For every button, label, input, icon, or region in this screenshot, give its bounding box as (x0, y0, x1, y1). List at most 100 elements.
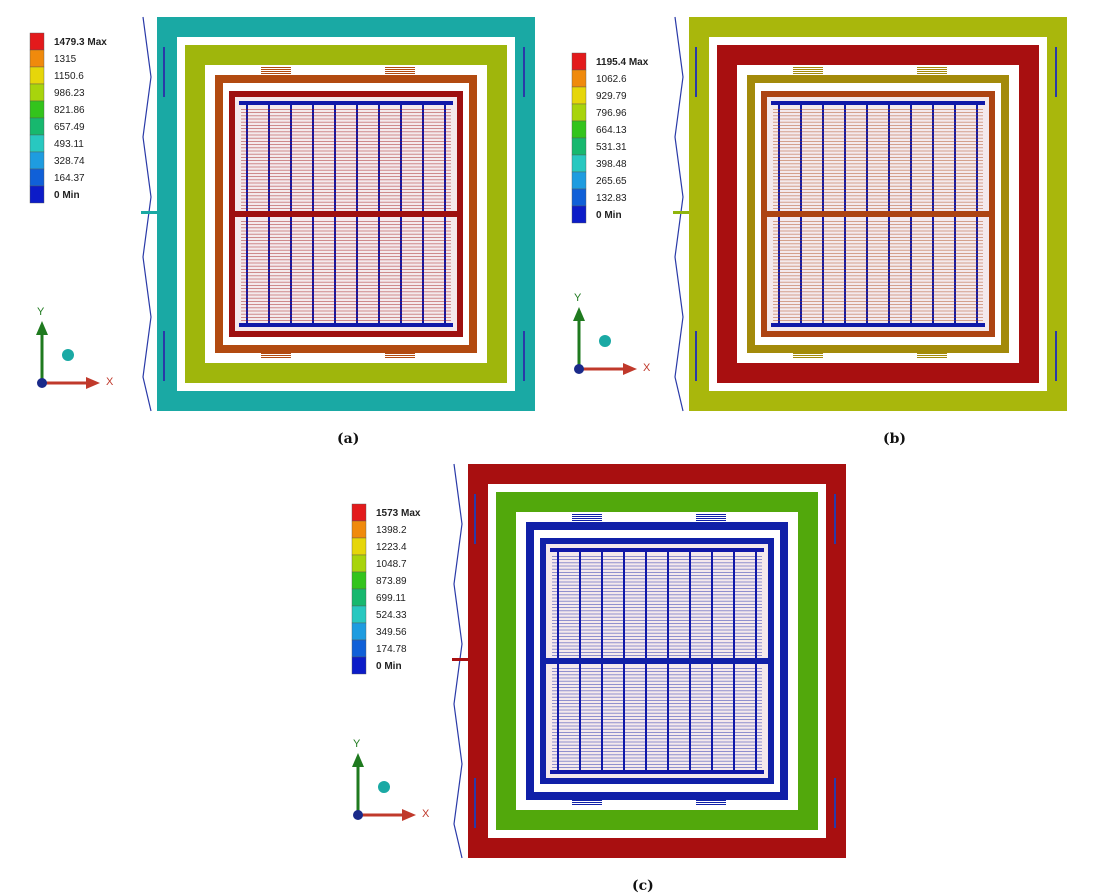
comb-pad-finger (793, 67, 823, 68)
legend-swatch (351, 605, 367, 624)
comb-finger (552, 748, 762, 749)
comb-pad-finger (261, 69, 291, 70)
legend-swatch (571, 188, 587, 207)
legend-swatch (571, 103, 587, 122)
comb-finger (552, 680, 762, 682)
comb-finger (773, 166, 983, 168)
legend-swatch (571, 120, 587, 139)
comb-beam (866, 217, 868, 323)
comb-finger (773, 310, 983, 312)
comb-finger (773, 185, 983, 187)
comb-finger (552, 738, 762, 740)
legend-b-value-6: 398.48 (596, 159, 627, 170)
comb-beam (400, 217, 402, 323)
comb-beam (378, 105, 380, 211)
comb-beam (623, 664, 625, 770)
legend-c-value-9: 0 Min (376, 661, 402, 672)
bottom-bar (550, 770, 764, 774)
comb-finger (241, 320, 451, 321)
comb-finger (241, 317, 451, 318)
comb-finger (552, 671, 762, 672)
comb-finger (773, 262, 983, 264)
comb-beam (422, 105, 424, 211)
comb-beam (601, 664, 603, 770)
comb-finger (773, 233, 983, 235)
legend-swatch (351, 571, 367, 590)
legend-a-value-8: 164.37 (54, 173, 85, 184)
comb-finger (241, 310, 451, 312)
comb-pad-finger (385, 355, 415, 356)
comb-finger (773, 134, 983, 136)
comb-pad-finger (261, 355, 291, 356)
comb-finger (241, 173, 451, 174)
legend-swatch (29, 117, 45, 136)
comb-finger (773, 320, 983, 321)
center-bar (546, 658, 768, 664)
comb-finger (241, 221, 451, 222)
comb-finger (241, 115, 451, 117)
comb-finger (773, 137, 983, 139)
axis-triad-c: Y X (352, 738, 430, 821)
comb-beam (667, 552, 669, 658)
comb-finger (773, 163, 983, 165)
comb-finger (552, 559, 762, 560)
side-spring (695, 331, 697, 381)
comb-finger (241, 118, 451, 120)
comb-pad-finger (917, 351, 947, 352)
comb-beam (557, 664, 559, 770)
comb-finger (773, 208, 983, 209)
comb-finger (241, 208, 451, 209)
comb-pad-finger (572, 802, 602, 803)
comb-pad-finger (385, 353, 415, 354)
comb-finger (773, 313, 983, 315)
comb-finger (773, 249, 983, 251)
side-spring (523, 47, 525, 97)
comb-finger (241, 304, 451, 305)
comb-finger (241, 230, 451, 232)
comb-beam (954, 105, 956, 211)
legend-c-value-1: 1398.2 (376, 525, 407, 536)
side-spring (834, 778, 836, 828)
comb-finger (241, 262, 451, 264)
comb-finger (773, 182, 983, 184)
comb-finger (773, 205, 983, 206)
comb-beam (778, 105, 780, 211)
comb-finger (241, 313, 451, 315)
legend-swatch (29, 32, 45, 51)
comb-beam (932, 105, 934, 211)
comb-finger (773, 253, 983, 254)
comb-beam (954, 217, 956, 323)
comb-finger (241, 269, 451, 270)
comb-finger (552, 716, 762, 717)
comb-beam (557, 552, 559, 658)
comb-finger (552, 620, 762, 621)
comb-pad-finger (917, 67, 947, 68)
comb-finger (241, 128, 451, 129)
legend-a-value-2: 1150.6 (54, 71, 84, 82)
comb-finger (773, 141, 983, 142)
comb-beam (910, 105, 912, 211)
comb-finger (552, 709, 762, 711)
comb-pad-finger (572, 518, 602, 519)
comb-finger (241, 137, 451, 139)
comb-finger (241, 198, 451, 200)
comb-pad-finger (917, 349, 947, 350)
comb-finger (241, 144, 451, 145)
comb-beam (667, 664, 669, 770)
axis-x-label: X (643, 362, 651, 374)
comb-finger (241, 246, 451, 248)
comb-beam (312, 217, 314, 323)
comb-finger (773, 230, 983, 232)
comb-pad-finger (917, 73, 947, 74)
panel-c: 1573 Max 1398.2 1223.4 1048.7 873.89 699… (351, 463, 846, 894)
comb-finger (241, 233, 451, 235)
comb-finger (773, 144, 983, 145)
left-spring (674, 16, 684, 412)
comb-pad-finger (696, 800, 726, 801)
comb-pad-finger (917, 75, 947, 76)
comb-pad-finger (793, 73, 823, 74)
comb-finger (552, 572, 762, 573)
legend-b-value-4: 664.13 (596, 125, 627, 136)
comb-finger (552, 706, 762, 708)
